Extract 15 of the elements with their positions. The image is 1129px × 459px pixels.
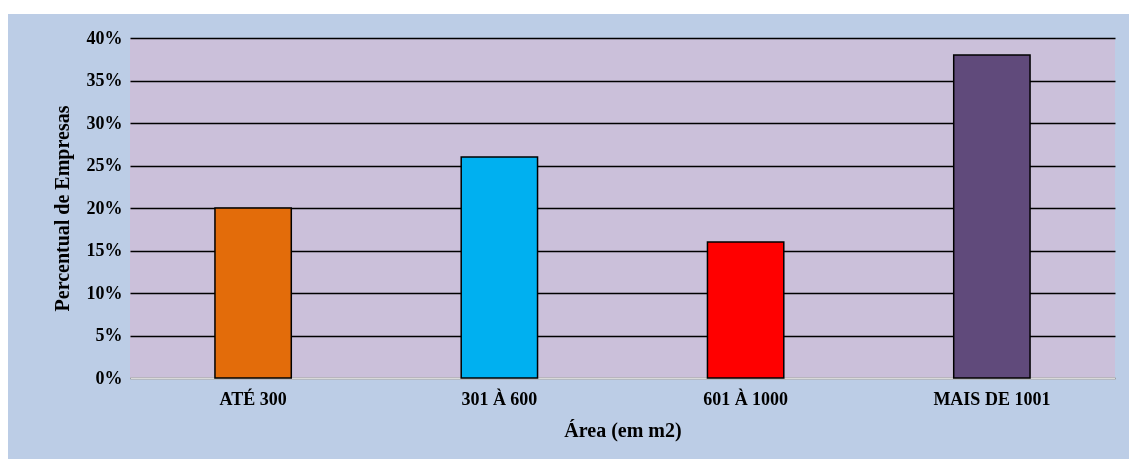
y-tick-label: 15% [86, 240, 123, 260]
x-axis-title: Área (em m2) [564, 418, 682, 442]
y-tick-label: 35% [86, 70, 123, 90]
x-tick-label: 301 À 600 [461, 387, 538, 409]
y-tick-label: 20% [86, 197, 123, 218]
y-tick-label: 0% [95, 367, 123, 388]
y-tick-label: 25% [86, 155, 123, 175]
y-tick-label: 5% [95, 325, 123, 345]
x-tick-label: 601 À 1000 [703, 387, 789, 409]
x-tick-label: MAIS DE 1001 [933, 388, 1051, 409]
y-tick-label: 30% [86, 112, 123, 133]
x-tick-label: ATÉ 300 [219, 387, 287, 409]
y-tick-label: 10% [86, 282, 123, 303]
y-tick-label: 40% [86, 27, 123, 48]
y-axis-title: Percentual de Empresas [50, 105, 74, 312]
